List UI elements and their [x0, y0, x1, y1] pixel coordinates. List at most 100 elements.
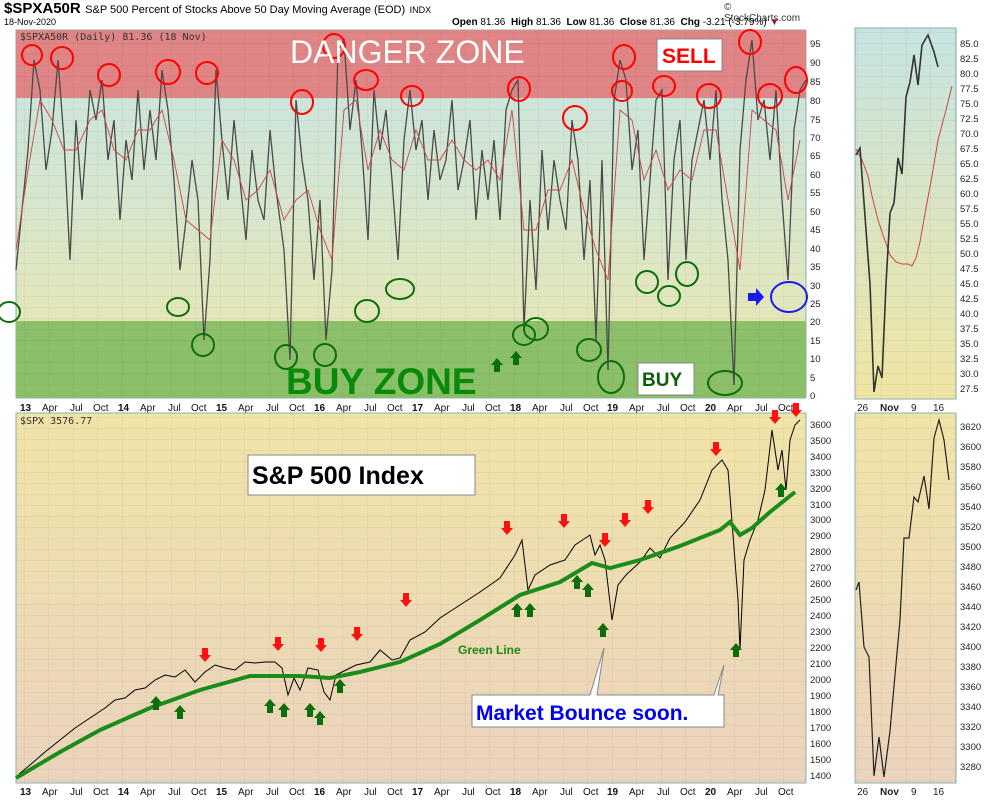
svg-text:19: 19: [607, 403, 619, 414]
svg-text:Oct: Oct: [485, 403, 501, 414]
svg-text:Jul: Jul: [364, 403, 377, 414]
svg-text:17: 17: [412, 403, 424, 414]
svg-text:13: 13: [20, 787, 32, 798]
svg-text:65: 65: [810, 151, 821, 162]
svg-text:80: 80: [810, 96, 821, 107]
svg-text:Oct: Oct: [191, 787, 207, 798]
svg-text:Apr: Apr: [532, 787, 548, 798]
high-label: High: [510, 17, 534, 28]
svg-text:19: 19: [607, 787, 619, 798]
svg-text:Jul: Jul: [70, 403, 83, 414]
svg-text:Apr: Apr: [238, 787, 254, 798]
buy-box: [637, 362, 695, 396]
svg-text:67.5: 67.5: [960, 144, 979, 155]
danger-zone-label: DANGER ZONE: [290, 34, 525, 70]
ohlc-summary: Open 81.36 High 81.36 Low 81.36 Close 81…: [452, 17, 779, 28]
svg-text:Oct: Oct: [93, 787, 109, 798]
close-label: Close: [619, 17, 648, 28]
svg-text:15: 15: [810, 336, 821, 347]
svg-text:75.0: 75.0: [960, 99, 979, 110]
svg-text:3320: 3320: [960, 722, 981, 733]
svg-text:Apr: Apr: [336, 787, 352, 798]
svg-text:1700: 1700: [810, 723, 831, 734]
down-triangle-icon: ▼: [769, 17, 780, 28]
svg-text:Oct: Oct: [680, 787, 696, 798]
svg-text:Nov: Nov: [880, 787, 899, 798]
low-value: 81.36: [589, 17, 615, 28]
svg-text:2100: 2100: [810, 659, 831, 670]
svg-text:Apr: Apr: [140, 787, 156, 798]
svg-text:Apr: Apr: [532, 403, 548, 414]
sell-box: [656, 38, 723, 72]
svg-text:10: 10: [810, 354, 821, 365]
svg-text:2300: 2300: [810, 627, 831, 638]
svg-text:Oct: Oct: [680, 403, 696, 414]
svg-text:16: 16: [314, 787, 326, 798]
svg-text:Apr: Apr: [434, 403, 450, 414]
spx-title: S&P 500 Index: [252, 462, 424, 490]
svg-text:72.5: 72.5: [960, 114, 979, 125]
svg-text:Apr: Apr: [434, 787, 450, 798]
svg-text:40: 40: [810, 244, 821, 255]
callout-box: [471, 647, 725, 728]
svg-text:Oct: Oct: [583, 787, 599, 798]
svg-text:Jul: Jul: [168, 403, 181, 414]
svg-text:Apr: Apr: [629, 787, 645, 798]
svg-text:Apr: Apr: [727, 403, 743, 414]
svg-text:2900: 2900: [810, 531, 831, 542]
svg-text:Oct: Oct: [387, 403, 403, 414]
svg-text:1900: 1900: [810, 691, 831, 702]
svg-text:Jul: Jul: [462, 787, 475, 798]
svg-text:15: 15: [216, 787, 228, 798]
svg-text:3620: 3620: [960, 422, 981, 433]
svg-text:16: 16: [933, 787, 945, 798]
svg-text:47.5: 47.5: [960, 264, 979, 275]
svg-text:55: 55: [810, 188, 821, 199]
svg-text:2400: 2400: [810, 611, 831, 622]
svg-text:3000: 3000: [810, 515, 831, 526]
svg-text:1800: 1800: [810, 707, 831, 718]
bottom-x-axis: 13 Apr Jul Oct 14 Apr Jul Oct 15 Apr Jul Oct 16 Ap…: [20, 787, 794, 798]
svg-text:Jul: Jul: [168, 787, 181, 798]
svg-text:Jul: Jul: [364, 787, 377, 798]
svg-text:Apr: Apr: [336, 403, 352, 414]
svg-text:14: 14: [118, 787, 130, 798]
spx-line: [17, 419, 801, 776]
high-value: 81.36: [535, 17, 561, 28]
buy-label: BUY: [642, 370, 682, 391]
svg-text:26: 26: [857, 403, 869, 414]
svg-text:9: 9: [911, 403, 917, 414]
svg-text:Apr: Apr: [727, 787, 743, 798]
spx-panel: $SPX 3576.77 S&P 500 Index Green Line Ma…: [14, 403, 831, 784]
svg-text:Apr: Apr: [140, 403, 156, 414]
open-value: 81.36: [480, 17, 506, 28]
svg-text:60: 60: [810, 170, 821, 181]
svg-text:52.5: 52.5: [960, 234, 979, 245]
svg-text:Oct: Oct: [485, 787, 501, 798]
title-box: [247, 454, 476, 496]
svg-text:3420: 3420: [960, 622, 981, 633]
svg-text:3200: 3200: [810, 484, 831, 495]
svg-text:42.5: 42.5: [960, 294, 979, 305]
svg-text:1500: 1500: [810, 755, 831, 766]
svg-text:0: 0: [810, 391, 815, 402]
sell-label: SELL: [662, 45, 716, 68]
svg-text:45.0: 45.0: [960, 279, 979, 290]
svg-text:85: 85: [810, 77, 821, 88]
svg-text:3280: 3280: [960, 762, 981, 773]
svg-text:Jul: Jul: [462, 403, 475, 414]
side-top-y-axis: 85.0 82.5 80.0 77.5 75.0 72.5 70.0 67.5 65.0 62…: [960, 39, 979, 395]
svg-text:Oct: Oct: [387, 787, 403, 798]
svg-text:Jul: Jul: [755, 403, 768, 414]
svg-text:57.5: 57.5: [960, 204, 979, 215]
svg-text:Apr: Apr: [42, 403, 58, 414]
svg-text:35.0: 35.0: [960, 339, 979, 350]
svg-text:Jul: Jul: [560, 787, 573, 798]
svg-text:3360: 3360: [960, 682, 981, 693]
svg-text:9: 9: [911, 787, 917, 798]
svg-text:3500: 3500: [960, 542, 981, 553]
symbol: $SPXA50R: [4, 0, 81, 17]
svg-text:18: 18: [510, 787, 522, 798]
